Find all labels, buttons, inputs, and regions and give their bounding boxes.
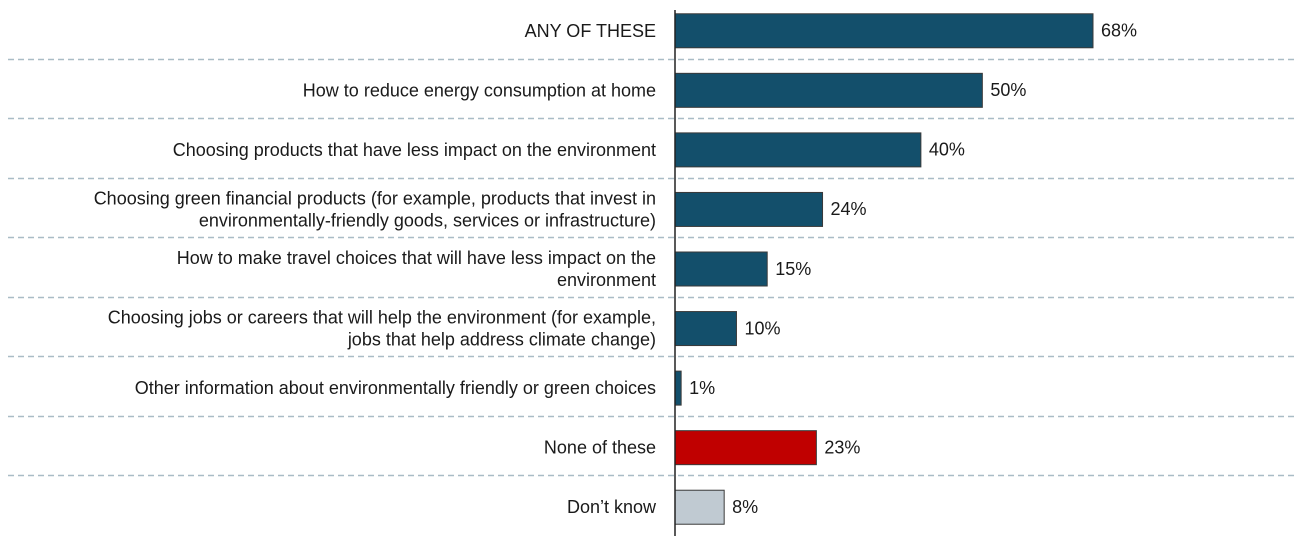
category-labels: ANY OF THESE How to reduce energy consump… — [94, 21, 657, 517]
category-label: Choosing green financial products (for e… — [94, 188, 656, 230]
value-label: 24% — [831, 199, 867, 219]
bars — [674, 13, 1094, 525]
bar — [674, 311, 737, 347]
value-label: 10% — [744, 318, 780, 338]
bar — [674, 430, 817, 466]
category-label: Don’t know — [567, 497, 657, 517]
gridlines — [8, 58, 1296, 477]
bar — [674, 489, 725, 525]
bar — [674, 13, 1094, 49]
value-label: 15% — [775, 259, 811, 279]
bar — [674, 251, 768, 287]
bar — [674, 370, 682, 406]
value-label: 1% — [689, 378, 715, 398]
value-label: 23% — [824, 437, 860, 457]
value-labels: 68% 50% 40% 24% 15% 10% 1% 23% 8% — [689, 21, 1137, 517]
category-label: Choosing products that have less impact … — [173, 140, 656, 160]
category-label: None of these — [544, 438, 656, 458]
bar — [674, 72, 983, 108]
value-label: 68% — [1101, 21, 1137, 41]
bar — [674, 191, 824, 227]
category-label: How to reduce energy consumption at home — [303, 80, 656, 100]
category-label: How to make travel choices that will hav… — [177, 248, 656, 290]
category-label: Other information about environmentally … — [135, 378, 656, 398]
category-label: Choosing jobs or careers that will help … — [108, 308, 656, 350]
value-label: 8% — [732, 497, 758, 517]
category-label: ANY OF THESE — [525, 21, 656, 41]
bar — [674, 132, 922, 168]
value-label: 50% — [990, 80, 1026, 100]
value-label: 40% — [929, 140, 965, 160]
